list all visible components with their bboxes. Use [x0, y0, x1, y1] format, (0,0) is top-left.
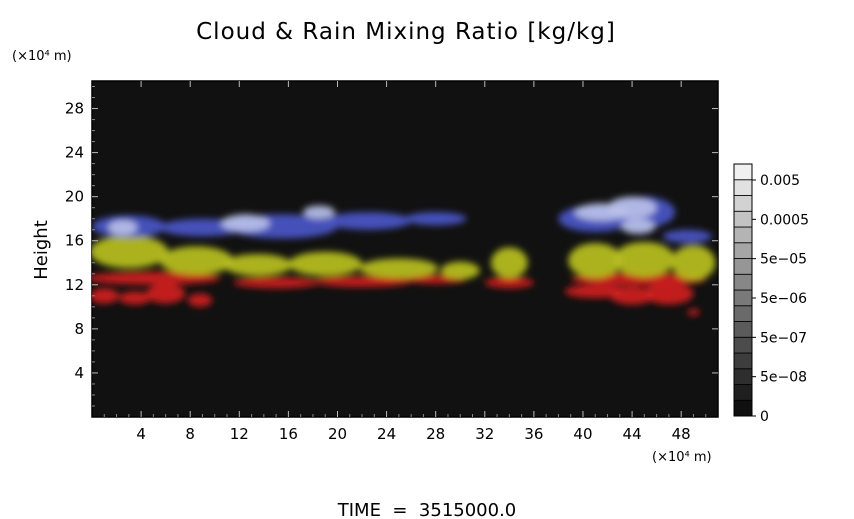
field-blob — [325, 212, 412, 230]
x-unit-label: (×10⁴ m) — [652, 450, 712, 465]
colorbar-swatch — [733, 399, 753, 417]
colorbar-label: 5e−07 — [760, 330, 807, 346]
colorbar-swatch — [733, 368, 753, 385]
x-tick-label: 28 — [426, 425, 445, 443]
y-tick-label: 16 — [65, 232, 84, 250]
field-blob — [92, 271, 221, 285]
field-blob — [484, 277, 534, 289]
x-tick-label: 8 — [185, 425, 195, 443]
x-tick-label: 12 — [230, 425, 249, 443]
field-blob — [223, 253, 293, 276]
field-layer — [92, 271, 706, 316]
field-blob — [490, 247, 528, 279]
field-blob — [312, 275, 412, 288]
field-blob — [233, 277, 320, 289]
field-blob — [687, 309, 700, 316]
colorbar-swatch — [733, 352, 753, 370]
colorbar-swatch — [733, 258, 753, 275]
field-blob — [405, 212, 467, 226]
field-blob — [671, 245, 716, 281]
y-tick-label: 20 — [65, 188, 84, 206]
x-tick-label: 40 — [573, 425, 592, 443]
colorbar-label: 0.0005 — [760, 212, 809, 228]
field-blob — [303, 205, 336, 219]
y-tick-label: 24 — [65, 144, 84, 162]
y-tick-label: 4 — [74, 364, 84, 382]
colorbar-swatch — [733, 336, 753, 354]
colorbar-swatch — [733, 163, 753, 181]
field-blob — [609, 287, 655, 305]
y-tick-label: 12 — [65, 276, 84, 294]
field-blob — [662, 229, 712, 243]
y-tick-label: 8 — [74, 320, 84, 338]
y-unit-label: (×10⁴ m) — [12, 49, 72, 64]
chart-title: Cloud & Rain Mixing Ratio [kg/kg] — [196, 19, 616, 45]
colorbar: 0.005 0.0005 5e−05 5e−06 5e−07 5e−08 0 — [733, 163, 809, 425]
field-blob — [187, 293, 213, 307]
colorbar-label: 5e−08 — [760, 370, 807, 386]
field-blob — [220, 214, 270, 232]
x-tick-label: 4 — [136, 425, 146, 443]
x-tick-label: 32 — [475, 425, 494, 443]
colorbar-swatch — [733, 242, 753, 259]
colorbar-swatch — [733, 210, 753, 228]
colorbar-label: 5e−06 — [760, 291, 807, 307]
colorbar-swatch — [733, 384, 753, 401]
colorbar-swatch — [733, 305, 753, 322]
field-blob — [92, 288, 119, 304]
colorbar-swatch — [733, 321, 753, 338]
colorbar-swatch — [733, 226, 753, 244]
colorbar-swatch — [733, 195, 753, 212]
field-blob — [568, 242, 623, 279]
colorbar-label: 0 — [760, 409, 769, 425]
field-blob — [119, 291, 151, 305]
colorbar-swatch — [733, 289, 753, 307]
field-blob — [288, 251, 363, 276]
field-blob — [440, 261, 480, 280]
field-blob — [159, 246, 234, 275]
field-layer — [92, 235, 716, 281]
x-tick-label: 48 — [672, 425, 691, 443]
field-layer — [107, 196, 657, 236]
field-blob — [644, 282, 694, 305]
colorbar-label: 0.005 — [760, 173, 800, 189]
y-axis: 4 8 12 16 20 24 28 — [65, 86, 718, 407]
time-footer: TIME = 3515000.0 — [337, 500, 517, 519]
x-tick-label: 36 — [524, 425, 543, 443]
y-axis-label: Height — [31, 220, 52, 280]
field-blob — [607, 196, 657, 219]
colorbar-swatch — [733, 179, 753, 196]
colorbar-swatch — [733, 273, 753, 291]
field-blob — [146, 283, 186, 304]
x-tick-label: 24 — [377, 425, 396, 443]
x-tick-label: 16 — [279, 425, 298, 443]
field-blob — [621, 218, 656, 235]
colorbar-frame — [733, 163, 753, 417]
field-blob — [613, 241, 676, 278]
plot-area — [91, 80, 719, 418]
field-blob — [359, 258, 439, 279]
y-tick-label: 28 — [65, 100, 84, 118]
x-axis: 4 8 12 16 20 24 28 32 36 40 44 48 — [103, 81, 707, 443]
x-tick-label: 44 — [623, 425, 642, 443]
colorbar-label: 5e−05 — [760, 252, 807, 268]
field-blob — [92, 235, 169, 269]
field-blob — [107, 219, 138, 236]
x-tick-label: 20 — [328, 425, 347, 443]
